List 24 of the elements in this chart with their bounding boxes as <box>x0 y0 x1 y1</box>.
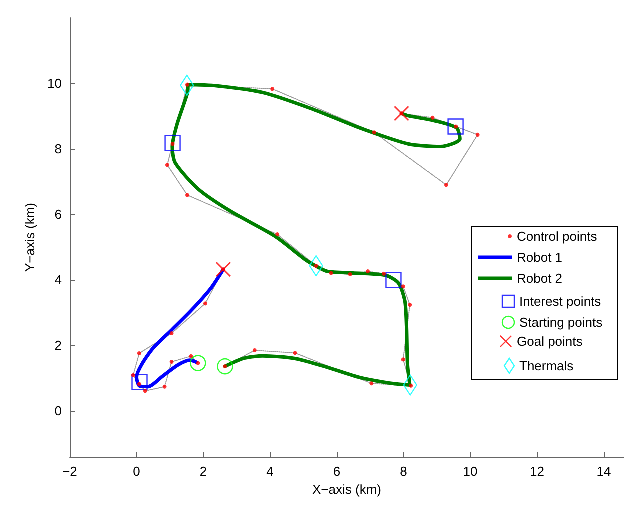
legend-label: Interest points <box>520 294 602 309</box>
legend-label: Robot 2 <box>517 271 563 286</box>
x-tick-label: 0 <box>133 464 140 479</box>
x-tick-label: 2 <box>200 464 208 479</box>
x-tick-label: 12 <box>530 464 544 479</box>
x-tick-label: 8 <box>400 464 408 479</box>
x-tick-label: 4 <box>266 464 274 479</box>
y-tick-label: 10 <box>48 76 62 92</box>
x-tick-label: 14 <box>596 464 612 479</box>
y-axis-title: Y−axis (km) <box>22 203 38 272</box>
y-tick-label: 8 <box>54 142 62 157</box>
y-tick-label: 2 <box>54 338 62 354</box>
x-tick-label: 10 <box>463 464 478 479</box>
legend-label: Robot 1 <box>517 250 563 265</box>
legend-label: Starting points <box>520 315 604 330</box>
x-axis-title: X−axis (km) <box>312 482 382 497</box>
legend-label: Thermals <box>520 358 574 374</box>
x-tick-label: −2 <box>62 464 78 479</box>
y-tick-label: 4 <box>54 272 62 288</box>
y-tick-label: 6 <box>54 207 62 222</box>
x-tick-label: 6 <box>333 464 341 479</box>
legend-label: Goal points <box>517 334 584 349</box>
y-tick-label: 0 <box>54 404 62 419</box>
legend-label: Control points <box>517 229 598 244</box>
